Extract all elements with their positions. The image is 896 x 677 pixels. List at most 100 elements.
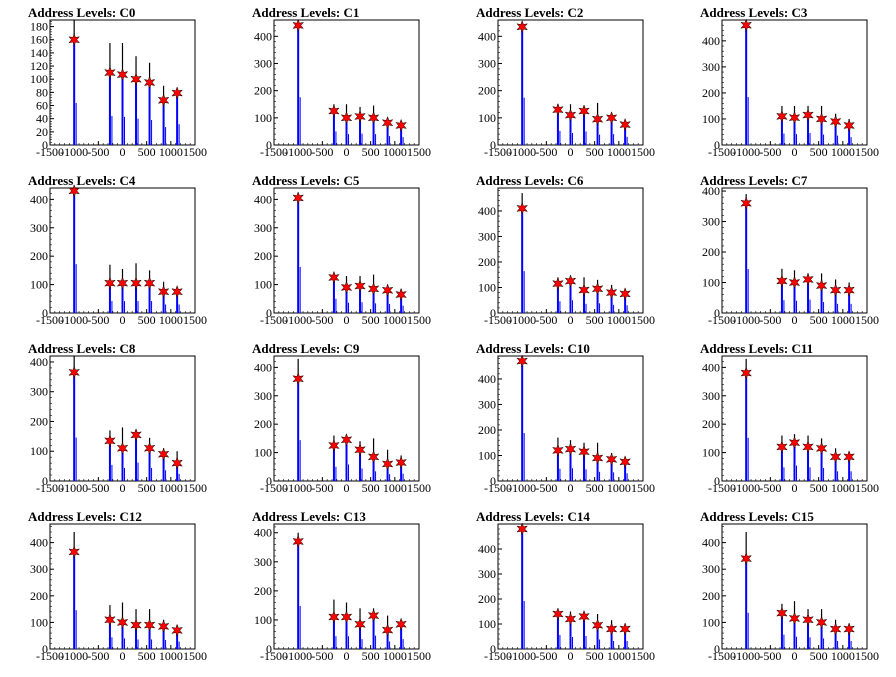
histogram-bar [848,125,851,145]
histogram-bar [345,117,348,145]
x-tick-label: -500 [87,649,109,663]
y-tick-label: 0 [266,306,272,320]
peak-marker [381,457,394,471]
x-tick-label: -1000 [284,481,312,495]
x-tick-label: 1000 [607,649,631,663]
chart-title: Address Levels: C4 [28,173,136,188]
x-tick-label: 500 [586,649,604,663]
x-tick-label: 0 [120,649,126,663]
histogram-bar [148,82,151,145]
x-tick-label: 1000 [607,481,631,495]
peak-marker [802,612,814,627]
histogram-bar [135,625,138,649]
peak-marker [815,441,828,456]
peak-marker [104,434,116,448]
y-tick-label: 0 [42,138,48,152]
histogram-bar [834,121,837,145]
peak-marker [516,522,529,536]
histogram-bar [745,25,748,145]
x-tick-label: 1000 [607,145,631,159]
x-tick-label: -1000 [60,481,88,495]
peak-marker [340,111,353,125]
x-tick-label: 1500 [407,481,431,495]
histogram-bar [73,551,76,649]
histogram-bar [556,450,559,481]
y-tick-label: 100 [254,111,272,125]
histogram-bar [820,285,823,313]
histogram-bar [386,290,389,313]
peak-marker [815,278,828,293]
peak-marker [802,272,814,287]
peak-marker [776,109,788,124]
x-tick-label: -1000 [508,649,536,663]
y-tick-label: 200 [254,249,272,263]
y-tick-label: 20 [36,125,48,139]
histogram-bar [834,456,837,481]
histogram-bar [848,629,851,649]
histogram-bar [345,439,348,481]
peak-marker [552,607,564,621]
peak-marker [354,617,366,632]
histogram-bar [148,625,151,649]
peak-marker [354,279,366,293]
histogram-bar [807,115,810,145]
peak-marker [340,433,353,447]
peak-marker [395,118,407,133]
x-tick-label: -1000 [508,481,536,495]
chart-title: Address Levels: C10 [476,341,590,356]
histogram-bar [359,116,362,145]
x-tick-label: 500 [586,481,604,495]
peak-marker [740,551,753,566]
histogram-bar [400,624,403,649]
x-tick-label: 1500 [631,313,655,327]
x-tick-label: 1500 [631,481,655,495]
y-tick-label: 400 [478,204,496,218]
y-tick-label: 100 [478,448,496,462]
y-tick-label: 200 [478,423,496,437]
y-tick-label: 200 [702,417,720,431]
histogram-bar [521,208,524,313]
peak-marker [564,612,577,626]
x-tick-label: 500 [138,313,156,327]
histogram-bar [610,117,613,145]
histogram-bar [359,624,362,649]
y-tick-label: 300 [702,60,720,74]
y-tick-label: 400 [702,34,720,48]
histogram-bar [596,288,599,313]
histogram-bar [848,456,851,481]
x-tick-label: 1000 [159,313,183,327]
peak-marker [292,191,305,205]
histogram-bar [596,458,599,481]
peak-marker [552,276,564,291]
peak-marker [381,283,394,298]
peak-marker [591,112,604,126]
y-tick-label: 300 [254,555,272,569]
histogram-bar [108,440,111,481]
histogram-bar [780,116,783,145]
y-tick-label: 200 [254,417,272,431]
x-tick-label: -1500 [36,649,64,663]
histogram-bar [793,117,796,145]
peak-marker [578,609,590,624]
peak-marker [130,276,142,290]
y-tick-label: 0 [490,138,496,152]
peak-marker [552,102,564,117]
x-tick-label: 500 [362,481,380,495]
x-tick-label: 1500 [183,313,207,327]
histogram-bar [121,283,124,313]
chart-panel: Address Levels: C10 0 100 200 300 400 -1500-10… [476,341,655,495]
y-tick-label: 300 [702,215,720,229]
x-tick-label: -1000 [284,313,312,327]
peak-marker [788,435,801,450]
peak-marker [776,440,788,454]
peak-marker [605,285,618,300]
y-tick-label: 400 [254,360,272,374]
histogram-bar [108,283,111,313]
histogram-bar [332,617,335,649]
peak-marker [68,184,81,198]
x-tick-label: 500 [362,649,380,663]
x-tick-label: -500 [535,649,557,663]
peak-marker [776,606,788,620]
x-tick-label: 0 [120,145,126,159]
chart-title: Address Levels: C1 [252,5,359,20]
